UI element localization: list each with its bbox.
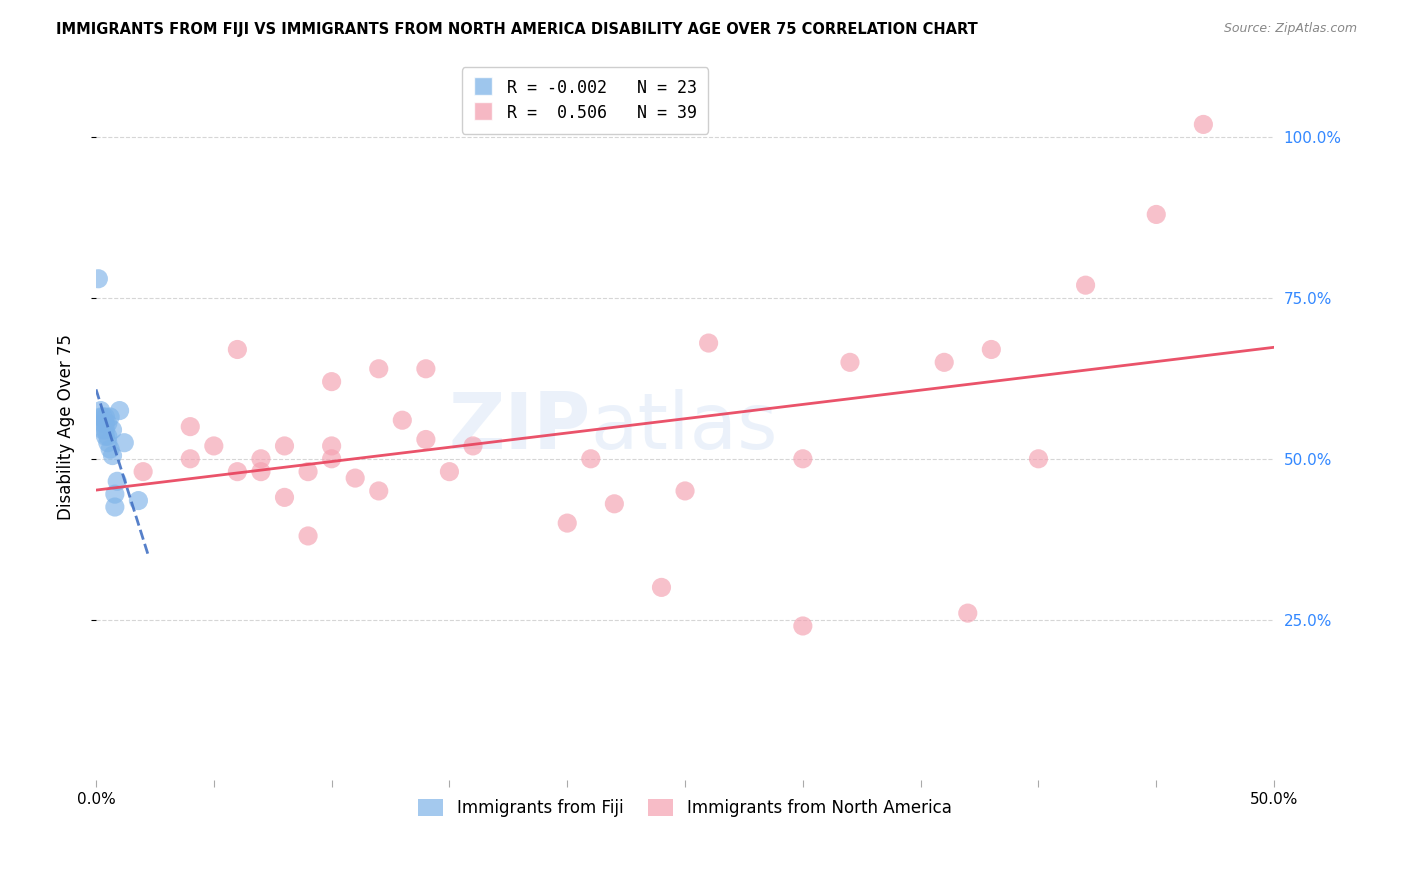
Point (273, 439, 295, 453)
Point (439, 465, 461, 479)
Text: Source: ZipAtlas.com: Source: ZipAtlas.com (1223, 22, 1357, 36)
Text: IMMIGRANTS FROM FIJI VS IMMIGRANTS FROM NORTH AMERICA DISABILITY AGE OVER 75 COR: IMMIGRANTS FROM FIJI VS IMMIGRANTS FROM … (56, 22, 979, 37)
Point (344, 471, 367, 485)
Point (97, 417, 120, 431)
Point (555, 516, 578, 530)
Point (94, 423, 117, 437)
Point (91, 417, 114, 431)
Point (105, 475, 128, 489)
Point (104, 487, 127, 501)
Point (97, 429, 120, 443)
Point (112, 435, 135, 450)
Point (94, 409, 117, 424)
Point (697, 336, 720, 351)
Point (90, 403, 112, 417)
Point (415, 361, 437, 376)
Y-axis label: Disability Age Over 75: Disability Age Over 75 (58, 334, 75, 520)
Point (91, 409, 114, 424)
Point (132, 465, 155, 479)
Point (226, 343, 249, 357)
Point (839, 355, 862, 369)
Point (792, 619, 814, 633)
Point (273, 491, 295, 505)
Point (108, 403, 131, 417)
Point (90, 409, 112, 424)
Point (792, 451, 814, 466)
Text: atlas: atlas (591, 389, 779, 465)
Point (367, 361, 389, 376)
Point (202, 439, 225, 453)
Point (650, 581, 672, 595)
Point (179, 451, 201, 466)
Point (91, 423, 114, 437)
Point (98, 442, 121, 457)
Point (603, 497, 626, 511)
Point (101, 423, 124, 437)
Point (98, 409, 121, 424)
Point (1192, 117, 1215, 131)
Point (673, 483, 696, 498)
Point (321, 451, 343, 466)
Point (250, 465, 273, 479)
Point (297, 529, 319, 543)
Point (980, 343, 1002, 357)
Point (1074, 278, 1097, 293)
Point (1144, 207, 1167, 221)
Point (367, 483, 389, 498)
Point (297, 465, 319, 479)
Point (250, 451, 273, 466)
Point (127, 493, 149, 508)
Point (179, 419, 201, 434)
Point (934, 355, 956, 369)
Point (415, 433, 437, 447)
Point (321, 375, 343, 389)
Point (101, 449, 124, 463)
Legend: Immigrants from Fiji, Immigrants from North America: Immigrants from Fiji, Immigrants from No… (411, 790, 960, 825)
Point (87, 271, 110, 285)
Point (226, 465, 249, 479)
Point (956, 606, 979, 620)
Point (579, 451, 602, 466)
Point (1028, 451, 1050, 466)
Point (461, 439, 484, 453)
Point (104, 500, 127, 514)
Point (94, 429, 117, 443)
Point (94, 417, 117, 431)
Point (321, 439, 343, 453)
Point (391, 413, 413, 427)
Point (97, 435, 120, 450)
Text: ZIP: ZIP (449, 389, 591, 465)
